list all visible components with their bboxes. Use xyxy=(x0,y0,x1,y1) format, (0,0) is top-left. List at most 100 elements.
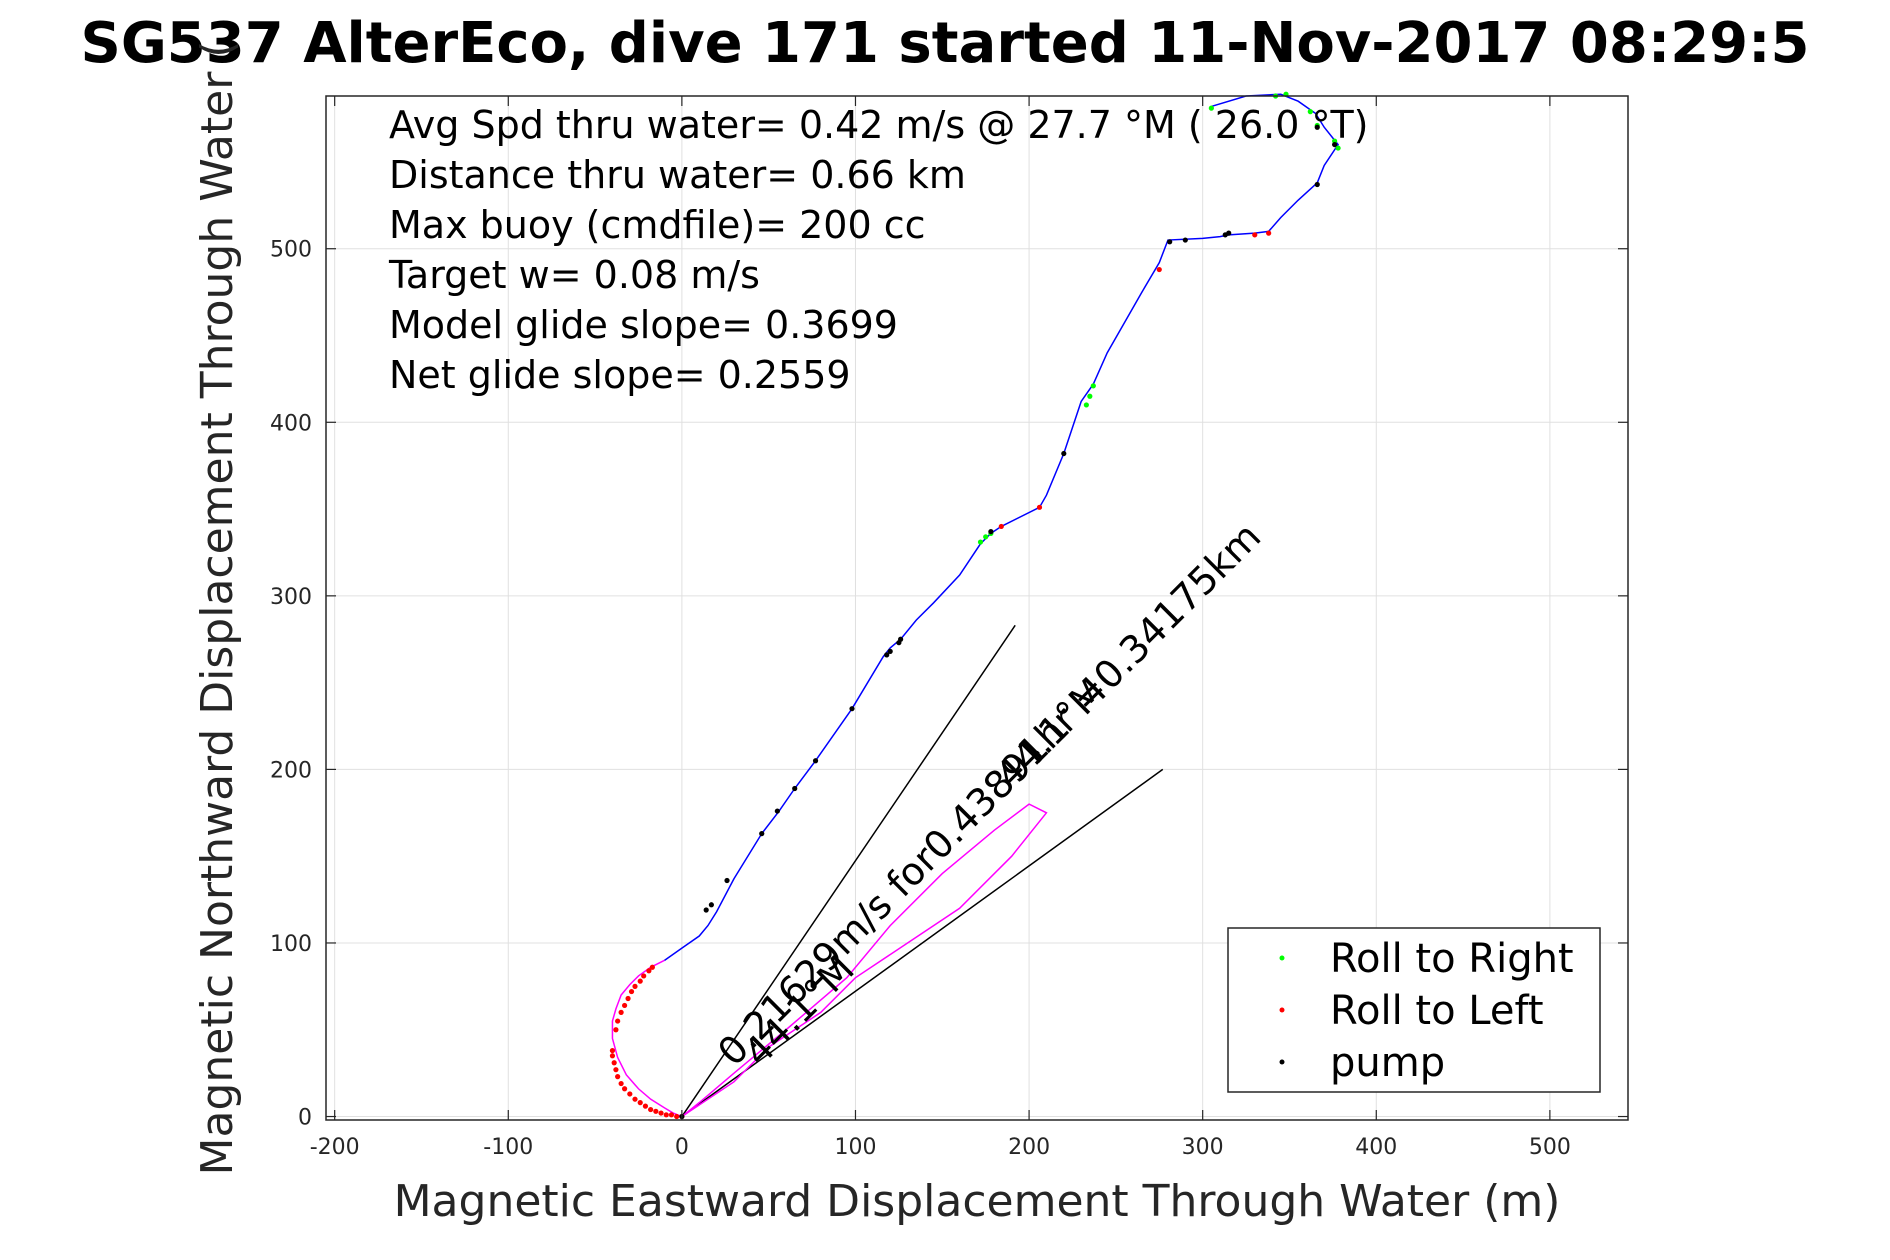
legend-marker-pump xyxy=(1279,1059,1285,1065)
x-tick-label: 200 xyxy=(1008,1135,1050,1160)
chart-title: SG537 AlterEco, dive 171 started 11-Nov-… xyxy=(81,11,1810,76)
roll-right-point xyxy=(1335,145,1341,151)
x-tick-label: 0 xyxy=(675,1135,689,1160)
y-tick-label: 100 xyxy=(270,932,312,957)
legend-marker-roll-left xyxy=(1279,1007,1285,1013)
roll-left-point xyxy=(621,1002,628,1009)
roll-right-point xyxy=(1083,402,1089,408)
roll-left-point xyxy=(649,964,655,970)
roll-left-point xyxy=(637,978,643,984)
info-line-target-w: Target w= 0.08 m/s xyxy=(388,253,760,297)
legend-label-pump: pump xyxy=(1330,1040,1445,1086)
pump-point xyxy=(708,902,714,908)
info-line-max-buoy: Max buoy (cmdfile)= 200 cc xyxy=(389,203,926,247)
roll-right-point xyxy=(983,534,989,540)
pump-point xyxy=(1314,181,1320,188)
y-tick-label: 0 xyxy=(298,1106,312,1131)
roll-left-point xyxy=(628,988,635,995)
pump-point xyxy=(774,808,780,814)
roll-right-point xyxy=(1208,105,1214,111)
roll-left-point xyxy=(625,995,631,1002)
x-tick-label: 400 xyxy=(1355,1135,1397,1160)
x-tick-label: 100 xyxy=(834,1135,876,1160)
roll-left-point xyxy=(615,1074,621,1080)
roll-left-point xyxy=(998,523,1004,530)
x-tick-label: 500 xyxy=(1529,1135,1571,1160)
roll-left-point xyxy=(609,1047,616,1054)
roll-left-point xyxy=(611,1060,617,1066)
pump-point xyxy=(887,648,893,654)
heading-guide-line xyxy=(681,624,1016,1117)
roll-left-point xyxy=(648,1106,654,1113)
roll-left-point xyxy=(1252,232,1258,238)
roll-left-point xyxy=(668,1112,675,1118)
pump-point xyxy=(812,758,819,764)
roll-left-point xyxy=(663,1112,669,1118)
pump-point xyxy=(1061,450,1067,457)
info-line-model-glide-slope: Model glide slope= 0.3699 xyxy=(389,303,898,347)
roll-left-point xyxy=(627,1091,633,1097)
roll-left-point xyxy=(641,973,647,979)
x-axis-label: Magnetic Eastward Displacement Through W… xyxy=(394,1176,1561,1227)
legend-marker-roll-right xyxy=(1279,955,1285,961)
pump-point xyxy=(1182,237,1188,243)
legend-box xyxy=(1227,927,1601,1093)
roll-left-point xyxy=(609,1053,616,1059)
info-line-net-glide-slope: Net glide slope= 0.2559 xyxy=(389,353,851,397)
roll-left-point xyxy=(618,1080,624,1087)
roll-right-point xyxy=(977,539,984,545)
x-axis-ticks: -200 -100 0 100 200 300 400 500 xyxy=(310,96,1571,1160)
x-tick-label: -100 xyxy=(483,1135,533,1160)
pump-point xyxy=(1226,230,1232,236)
track-segment xyxy=(681,803,1048,1118)
info-line-avg-speed: Avg Spd thru water= 0.42 m/s @ 27.7 °M (… xyxy=(389,103,1369,147)
roll-right-point xyxy=(1307,109,1313,115)
y-tick-label: 500 xyxy=(270,238,312,263)
roll-left-point xyxy=(613,1067,619,1073)
pump-point xyxy=(849,706,855,712)
pump-point xyxy=(988,529,994,535)
roll-left-point xyxy=(642,1103,649,1109)
pump-point xyxy=(759,831,765,837)
roll-left-point xyxy=(1036,504,1043,510)
pump-point xyxy=(703,907,709,913)
roll-right-point xyxy=(1090,383,1096,389)
y-tick-label: 400 xyxy=(270,411,312,436)
pump-point xyxy=(1314,124,1320,130)
pump-point xyxy=(1332,141,1338,148)
track-segment xyxy=(611,959,683,1118)
roll-left-point xyxy=(615,1018,621,1024)
roll-left-point xyxy=(621,1086,628,1092)
roll-left-point xyxy=(1266,230,1272,236)
roll-left-point xyxy=(618,1009,624,1015)
roll-left-point xyxy=(632,983,638,989)
heading-guide-line xyxy=(681,768,1164,1118)
roll-left-point xyxy=(653,1108,659,1114)
roll-left-point xyxy=(646,968,652,974)
pump-point xyxy=(884,652,890,658)
pump-point xyxy=(792,785,798,792)
roll-left-point xyxy=(658,1110,664,1116)
roll-left-point xyxy=(613,1027,619,1033)
info-text-block: Avg Spd thru water= 0.42 m/s @ 27.7 °M (… xyxy=(388,103,1369,397)
roll-left-point xyxy=(1156,266,1162,273)
roll-left-point xyxy=(632,1096,638,1102)
pump-point xyxy=(898,636,904,642)
x-tick-label: 300 xyxy=(1182,1135,1224,1160)
legend-label-roll-left: Roll to Left xyxy=(1330,988,1544,1034)
marker-points xyxy=(609,91,1341,1120)
plot-frame xyxy=(325,95,1629,1121)
pump-point xyxy=(724,877,730,884)
guide-lines xyxy=(681,624,1164,1118)
pump-point xyxy=(1167,239,1173,245)
y-axis-ticks: 0 100 200 300 400 500 xyxy=(270,238,1628,1131)
y-tick-label: 300 xyxy=(270,585,312,610)
roll-right-point xyxy=(1087,393,1093,399)
x-tick-label: -200 xyxy=(310,1135,360,1160)
y-axis-label: Magnetic Northward Displacement Through … xyxy=(192,41,243,1176)
legend-label-roll-right: Roll to Right xyxy=(1330,936,1574,982)
y-tick-label: 200 xyxy=(270,758,312,783)
legend: Roll to Right Roll to Left pump xyxy=(1227,927,1601,1093)
info-line-distance: Distance thru water= 0.66 km xyxy=(389,153,966,197)
